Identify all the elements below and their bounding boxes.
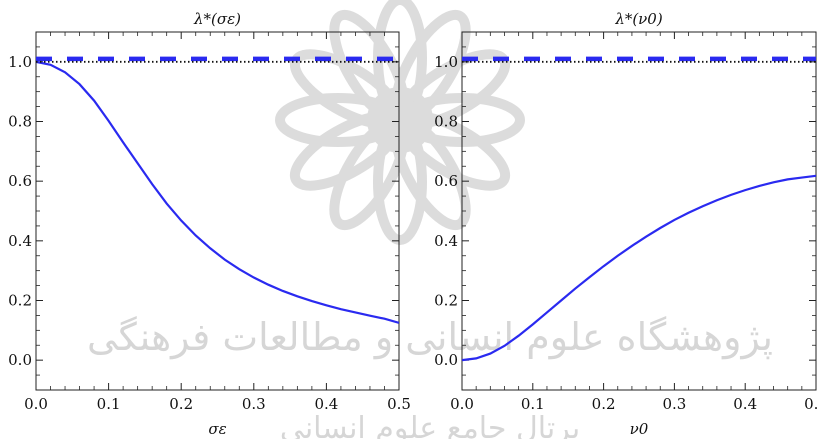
x-tick-label: 0.4	[733, 395, 757, 413]
y-tick-label: 0.4	[434, 232, 458, 250]
y-tick-label: 0.6	[434, 172, 458, 190]
x-tick-label: 0.1	[97, 395, 121, 413]
y-tick-label: 0.0	[434, 351, 458, 369]
y-tick-label: 0.0	[8, 351, 32, 369]
y-tick-label: 0.8	[8, 113, 32, 131]
y-tick-label: 0.4	[8, 232, 32, 250]
x-axis-label-left: σε	[208, 420, 226, 438]
y-tick-label: 0.8	[434, 113, 458, 131]
x-tick-label: 0.5	[387, 395, 411, 413]
chart-title-left: λ*(σε)	[193, 10, 241, 28]
x-tick-label: 0.2	[169, 395, 193, 413]
y-tick-label: 0.6	[8, 172, 32, 190]
y-tick-label: 1.0	[434, 53, 458, 71]
plot-frame-left	[35, 31, 400, 391]
chart-panel-left: 0.0 0.2 0.4 0.6 0.8 1.0 0.0 0.1 0.2 0.3 0.4 0.5 λ*(σ…	[8, 10, 411, 438]
y-tick-label: 0.2	[434, 292, 458, 310]
x-tick-label: 0.0	[450, 395, 474, 413]
chart-title-right: λ*(ν0)	[614, 10, 663, 28]
x-tick-label: 0.5	[804, 395, 818, 413]
chart-panel-right: 0.0 0.2 0.4 0.6 0.8 1.0 0.0 0.1 0.2 0.3 0.4 0.5 λ*(ν…	[434, 10, 818, 438]
y-tick-label: 1.0	[8, 53, 32, 71]
x-tick-label: 0.4	[314, 395, 338, 413]
series-solid-line	[462, 174, 816, 362]
x-tick-label: 0.1	[521, 395, 545, 413]
x-tick-label: 0.0	[24, 395, 48, 413]
x-tick-label: 0.3	[662, 395, 686, 413]
y-tick-label: 0.2	[8, 292, 32, 310]
x-tick-label: 0.3	[242, 395, 266, 413]
series-solid-line	[36, 60, 399, 324]
plot-frame-right	[461, 31, 817, 391]
x-axis-label-right: ν0	[630, 420, 649, 438]
x-tick-label: 0.2	[592, 395, 616, 413]
